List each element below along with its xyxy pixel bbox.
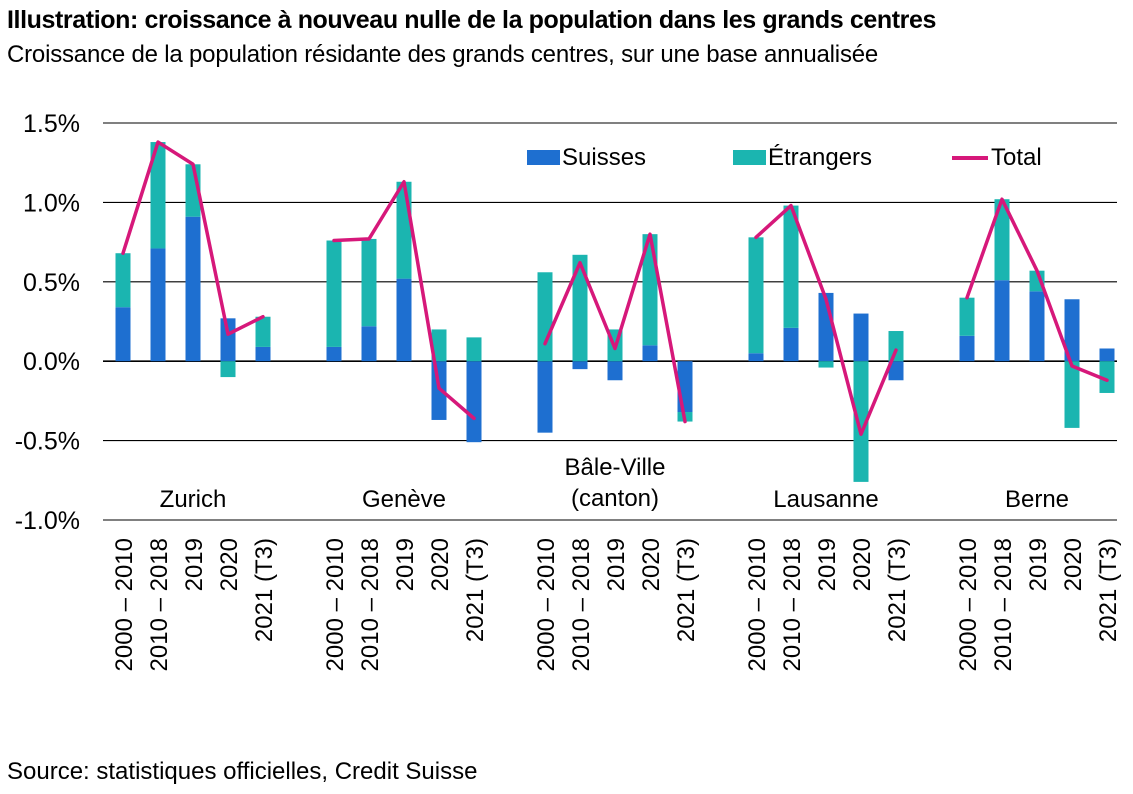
group-label: Bâle-Ville [565, 454, 666, 481]
bar-suisses [361, 326, 377, 362]
total-line [121, 140, 265, 336]
bar-suisses [959, 335, 975, 362]
bar-etrangers [748, 237, 764, 354]
bar-etrangers [255, 316, 271, 347]
x-tick-label: 2010 – 2018 [146, 538, 173, 671]
bar-etrangers [115, 253, 131, 308]
bar-etrangers [959, 297, 975, 336]
bar-etrangers [572, 254, 588, 362]
x-tick-label: 2020 [427, 538, 454, 591]
x-tick-label: 2020 [1060, 538, 1087, 591]
x-tick-label: 2000 – 2010 [533, 538, 560, 671]
x-tick-label: 2010 – 2018 [779, 538, 806, 671]
group-label: Zurich [160, 486, 227, 513]
source-note: Source: statistiques officielles, Credit… [7, 758, 478, 785]
legend-total-label: Total [991, 144, 1042, 171]
x-tick-label: 2000 – 2010 [744, 538, 771, 671]
x-tick-label: 2019 [1025, 538, 1052, 591]
bar-etrangers [853, 361, 869, 482]
x-tick-label: 2021 (T3) [1095, 538, 1122, 642]
total-line [543, 232, 687, 424]
bar-suisses [853, 313, 869, 362]
bar-etrangers [818, 361, 834, 368]
group-label: Berne [1005, 486, 1069, 513]
bar-suisses [1064, 299, 1080, 362]
bar-suisses [572, 361, 588, 370]
bar-suisses [1099, 348, 1115, 362]
bar-suisses [607, 361, 623, 381]
bar-etrangers [1099, 361, 1115, 393]
x-tick-label: 2019 [814, 538, 841, 591]
x-tick-label: 2000 – 2010 [111, 538, 138, 671]
bar-etrangers [326, 240, 342, 347]
legend-etrangers-swatch [733, 150, 766, 165]
total-line [965, 197, 1109, 383]
bar-suisses [185, 216, 201, 362]
y-tick-label: -1.0% [15, 507, 80, 535]
y-tick-label: 1.0% [23, 189, 80, 217]
bar-suisses [537, 361, 553, 433]
bar-suisses [466, 361, 482, 443]
x-tick-label: 2021 (T3) [462, 538, 489, 642]
x-tick-label: 2000 – 2010 [322, 538, 349, 671]
x-tick-label: 2021 (T3) [884, 538, 911, 642]
bar-etrangers [431, 329, 447, 362]
x-tick-label: 2010 – 2018 [357, 538, 384, 671]
bar-etrangers [220, 361, 236, 378]
x-tick-label: 2000 – 2010 [955, 538, 982, 671]
y-tick-label: 0.5% [23, 269, 80, 297]
bar-suisses [150, 248, 166, 362]
bar-suisses [748, 353, 764, 362]
bar-suisses [255, 346, 271, 362]
bar-etrangers [466, 337, 482, 362]
y-tick-label: -0.5% [15, 428, 80, 456]
bar-suisses [783, 327, 799, 362]
x-tick-label: 2020 [216, 538, 243, 591]
legend-suisses-swatch [527, 150, 560, 165]
bar-etrangers [361, 238, 377, 327]
legend-etrangers-label: Étrangers [768, 144, 872, 171]
bar-suisses [994, 280, 1010, 362]
bar-etrangers [537, 272, 553, 362]
bar-suisses [396, 278, 412, 362]
chart-title: Illustration: croissance à nouveau nulle… [7, 6, 936, 34]
bar-etrangers [994, 199, 1010, 281]
y-tick-label: 1.5% [23, 110, 80, 138]
x-tick-label: 2020 [849, 538, 876, 591]
chart-subtitle: Croissance de la population résidante de… [7, 41, 879, 68]
bar-suisses [1029, 291, 1045, 362]
bar-suisses [642, 345, 658, 362]
bar-etrangers [783, 205, 799, 328]
x-tick-label: 2019 [603, 538, 630, 591]
bar-etrangers [888, 331, 904, 362]
x-tick-label: 2021 (T3) [673, 538, 700, 642]
y-tick-label: 0.0% [23, 348, 80, 376]
legend-suisses-label: Suisses [562, 144, 646, 171]
bar-etrangers [396, 181, 412, 279]
bar-suisses [115, 307, 131, 362]
bar-suisses [326, 346, 342, 362]
total-line [332, 180, 476, 421]
x-tick-label: 2010 – 2018 [990, 538, 1017, 671]
x-tick-label: 2010 – 2018 [568, 538, 595, 671]
bar-etrangers [150, 142, 166, 249]
x-tick-label: 2019 [181, 538, 208, 591]
bar-etrangers [1064, 361, 1080, 428]
x-tick-label: 2019 [392, 538, 419, 591]
x-tick-label: 2021 (T3) [251, 538, 278, 642]
total-line [754, 203, 898, 436]
x-tick-label: 2020 [638, 538, 665, 591]
group-label: Lausanne [773, 486, 878, 513]
group-label: (canton) [571, 485, 659, 512]
bar-suisses [220, 318, 236, 362]
group-label: Genève [362, 486, 446, 513]
bar-suisses [888, 361, 904, 381]
